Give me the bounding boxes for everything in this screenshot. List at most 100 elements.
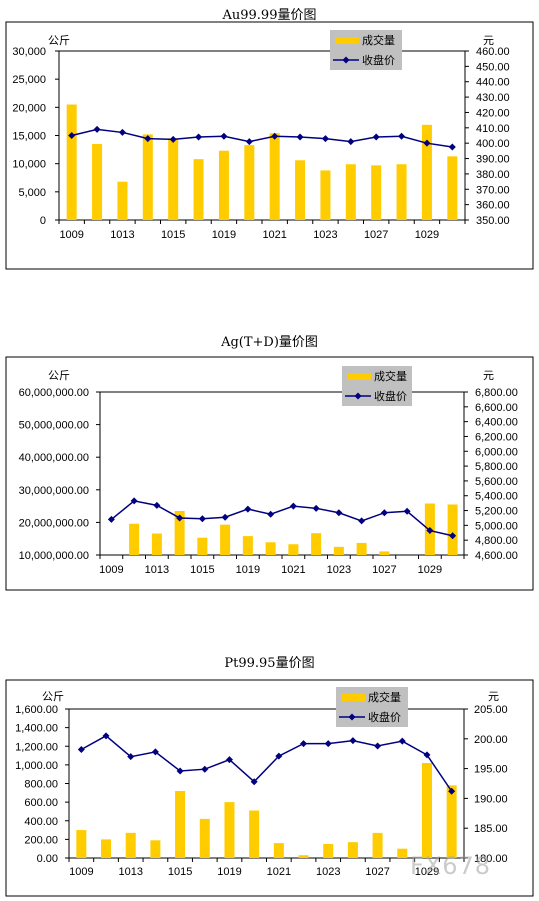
right-tick-label: 6,800.00 [475, 387, 518, 399]
left-tick-label: 800.00 [24, 779, 58, 791]
volume-bar [421, 124, 432, 220]
x-tick-label: 1013 [145, 564, 169, 576]
close-price-point [449, 532, 457, 540]
plot-area [99, 391, 465, 556]
x-tick-label: 1027 [372, 564, 396, 576]
volume-bar [333, 546, 344, 555]
close-price-point [176, 514, 184, 522]
volume-bar [345, 164, 356, 220]
volume-bar [197, 537, 208, 555]
close-price-point [153, 501, 161, 509]
x-tick-label: 1019 [212, 229, 236, 241]
left-tick-label: 60,000,000.00 [19, 387, 89, 399]
left-tick-label: 20,000 [12, 102, 46, 114]
x-tick-label: 1029 [415, 229, 439, 241]
x-tick-label: 1019 [217, 866, 241, 878]
chart-2: 10,000,000.00 20,000,000.00 30,000,000.00 4… [5, 356, 534, 591]
close-price-point [198, 515, 206, 523]
left-tick-label: 30,000 [12, 46, 46, 58]
right-tick-label: 440.00 [476, 77, 510, 89]
close-price-point [426, 527, 434, 535]
close-price-point [374, 742, 382, 750]
close-price-point [144, 135, 152, 143]
left-tick-label: 25,000 [12, 74, 46, 86]
volume-bar [101, 839, 112, 858]
left-tick-label: 0.00 [37, 853, 58, 865]
volume-bar [269, 133, 280, 220]
chart-frame [5, 679, 534, 897]
close-price-point [380, 509, 388, 517]
left-unit-label: 公斤 [48, 369, 70, 382]
left-tick-label: 5,000 [18, 187, 46, 199]
close-price-line [110, 500, 453, 537]
x-tick-label: 1019 [236, 564, 260, 576]
left-tick-label: 10,000 [12, 159, 46, 171]
left-tick-label: 0 [40, 215, 46, 227]
right-tick-label: 5,400.00 [475, 491, 518, 503]
close-price-point [321, 135, 329, 143]
volume-bar [218, 150, 229, 220]
left-unit-label: 公斤 [48, 34, 70, 47]
x-tick-label: 1027 [364, 229, 388, 241]
close-price-point [423, 751, 431, 759]
right-tick-label: 195.00 [474, 764, 508, 776]
right-unit-label: 元 [483, 34, 494, 47]
close-price-point [220, 132, 228, 140]
volume-bar [288, 544, 299, 555]
volume-bar [224, 802, 235, 858]
legend-line-marker [342, 56, 350, 64]
x-tick-label: 1021 [262, 229, 286, 241]
right-tick-label: 190.00 [474, 793, 508, 805]
volume-bar [265, 542, 276, 555]
chart-3-title: Pt99.95量价图 [224, 656, 315, 671]
volume-bar [295, 160, 306, 220]
volume-bar [66, 104, 77, 220]
left-tick-label: 10,000,000.00 [19, 550, 89, 562]
legend-line-marker [354, 392, 362, 400]
close-price-point [403, 507, 411, 515]
close-price-point [127, 753, 135, 761]
volume-bar [320, 170, 331, 220]
volume-bar [199, 818, 210, 858]
x-tick-label: 1009 [69, 866, 93, 878]
x-tick-label: 1021 [267, 866, 291, 878]
close-price-point [324, 740, 332, 748]
volume-bar [242, 536, 253, 555]
left-tick-label: 400.00 [24, 816, 58, 828]
volume-bar [356, 542, 367, 555]
right-tick-label: 180.00 [474, 853, 508, 865]
x-tick-label: 1013 [110, 229, 134, 241]
x-tick-label: 1015 [190, 564, 214, 576]
right-tick-label: 205.00 [474, 704, 508, 716]
volume-bar [273, 843, 284, 858]
x-tick-label: 1009 [99, 564, 123, 576]
left-unit-label: 公斤 [42, 690, 64, 703]
volume-bar [421, 763, 432, 858]
volume-bar [379, 551, 390, 555]
close-price-point [296, 133, 304, 141]
left-tick-label: 50,000,000.00 [19, 420, 89, 432]
close-price-point [398, 737, 406, 745]
right-tick-label: 5,000.00 [475, 520, 518, 532]
volume-bar [396, 164, 407, 220]
right-unit-label: 元 [483, 369, 494, 382]
volume-bar [168, 138, 179, 220]
volume-bar [447, 156, 458, 220]
right-tick-label: 4,600.00 [475, 550, 518, 562]
left-tick-label: 1,400.00 [15, 723, 58, 735]
left-tick-label: 200.00 [24, 834, 58, 846]
close-price-point [347, 138, 355, 146]
close-price-point [448, 787, 456, 795]
right-tick-label: 360.00 [476, 200, 510, 212]
volume-bar [92, 143, 103, 220]
close-price-line [71, 128, 453, 148]
right-tick-label: 6,000.00 [475, 446, 518, 458]
volume-bar [244, 145, 255, 220]
x-tick-label: 1015 [161, 229, 185, 241]
left-tick-label: 30,000,000.00 [19, 485, 89, 497]
volume-bar [347, 842, 358, 858]
right-tick-label: 460.00 [476, 46, 510, 58]
close-price-point [169, 135, 177, 143]
close-price-point [267, 510, 275, 518]
close-price-point [349, 737, 357, 745]
